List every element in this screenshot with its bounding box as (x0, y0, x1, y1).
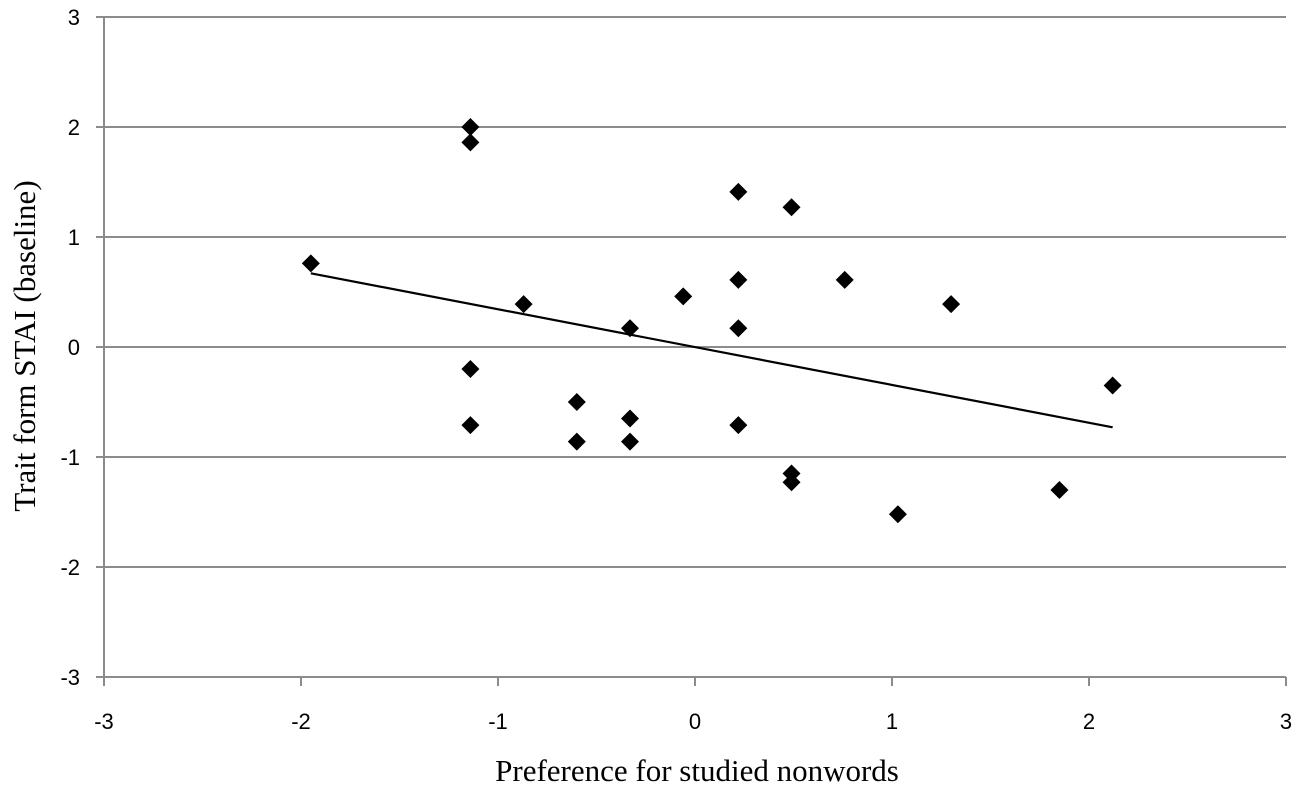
x-tick-label: 3 (1280, 709, 1292, 734)
data-point (1050, 481, 1069, 499)
data-point (729, 416, 748, 435)
data-point (461, 360, 480, 378)
y-tick-label: -1 (60, 445, 80, 470)
x-tick-label: 1 (886, 709, 898, 734)
x-tick-label: 2 (1083, 709, 1095, 734)
y-tick-label: 2 (68, 115, 80, 140)
data-point (461, 133, 480, 152)
trendline-layer (310, 272, 1113, 429)
data-point (301, 254, 320, 273)
data-point (567, 393, 586, 411)
y-tick-label: 0 (68, 335, 80, 360)
points-layer (301, 118, 1122, 524)
data-point (1103, 376, 1122, 395)
data-point (620, 409, 639, 428)
data-point (461, 118, 480, 136)
data-point (567, 432, 586, 451)
tick-label-layer: -3 -2 -1 0 1 2 3 -3 -2 -1 0 1 2 3 (60, 5, 1292, 734)
data-point (942, 295, 961, 314)
x-tick-label: -3 (94, 709, 114, 734)
y-tick-label: 3 (68, 5, 80, 30)
data-point (514, 295, 533, 314)
y-tick-label: -3 (60, 665, 80, 690)
y-axis-title: Trait form STAI (baseline) (7, 180, 42, 511)
data-point (782, 198, 801, 217)
x-tick-label: -2 (291, 709, 311, 734)
x-tick-label: 0 (689, 709, 701, 734)
data-point (729, 270, 748, 289)
x-axis-title: Preference for studied nonwords (495, 753, 899, 788)
data-point (461, 416, 480, 435)
data-point (835, 270, 854, 289)
data-point (729, 182, 748, 201)
data-point (620, 319, 639, 338)
y-tick-label: 1 (68, 225, 80, 250)
trendline (310, 272, 1113, 429)
data-point (782, 473, 801, 492)
axis-layer (103, 17, 1287, 686)
y-tick-label: -2 (60, 555, 80, 580)
grid-layer (96, 16, 1286, 678)
x-tick-label: -1 (488, 709, 508, 734)
data-point (674, 287, 693, 306)
data-point (888, 505, 907, 524)
data-point (620, 432, 639, 451)
data-point (729, 319, 748, 338)
